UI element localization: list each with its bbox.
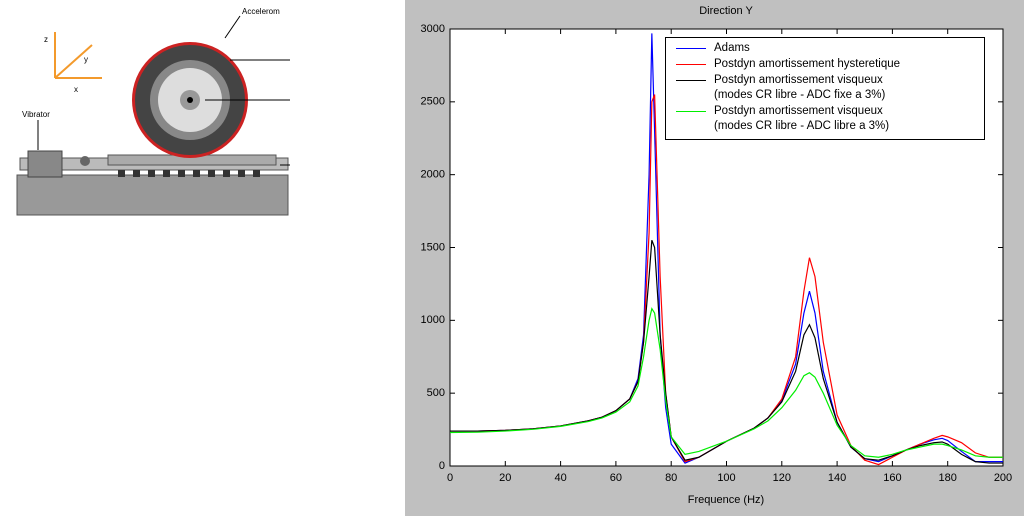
series-line [449,307,1003,458]
chart-title: Direction Y [699,5,753,17]
legend-label: Postdyn amortissement visqueux (modes CR… [714,74,886,101]
x-tick-label: 0 [447,472,453,484]
x-tick-label: 160 [883,472,901,484]
axis-letter: z [44,35,48,44]
x-tick-label: 200 [994,472,1012,484]
y-tick-label: 500 [427,387,445,399]
x-tick-label: 20 [499,472,511,484]
legend-label: Postdyn amortissement visqueux (modes CR… [714,105,890,132]
axis-letter: x [74,85,78,94]
diagram-label: Vibrator [22,110,50,119]
legend-entry: Postdyn amortissement visqueux (modes CR… [666,73,984,103]
legend-entry: Postdyn amortissement visqueux (modes CR… [666,104,984,134]
x-tick-label: 180 [939,472,957,484]
legend-entry: Adams [666,41,984,56]
legend-swatch [676,80,706,81]
axis-letter: y [84,55,88,64]
legend-swatch [676,48,706,49]
x-tick-label: 100 [717,472,735,484]
legend: Adams Postdyn amortissement hysteretique P… [665,37,985,140]
x-tick-label: 140 [828,472,846,484]
x-axis-label: Frequence (Hz) [688,494,764,506]
y-tick-label: 3000 [421,23,445,35]
y-tick-label: 0 [439,460,445,472]
legend-label: Adams [714,42,750,54]
x-tick-label: 40 [554,472,566,484]
plot: 0 20 40 60 80 100 120 140 160 180 2000500100015002… [421,23,1013,484]
test-rig-diagram: Accelerom Vibrator z y x [16,7,290,216]
series-line [450,240,1003,464]
x-tick-label: 60 [610,472,622,484]
legend-swatch [676,111,706,112]
y-tick-label: 1000 [421,314,445,326]
legend-swatch [676,64,706,65]
x-tick-label: 120 [773,472,791,484]
diagram-label: Accelerom [242,7,280,16]
legend-entry: Postdyn amortissement hysteretique [666,57,984,72]
legend-label: Postdyn amortissement hysteretique [714,58,901,70]
y-tick-label: 1500 [421,241,445,253]
x-tick-label: 80 [665,472,677,484]
y-tick-label: 2500 [421,96,445,108]
y-tick-label: 2000 [421,169,445,181]
